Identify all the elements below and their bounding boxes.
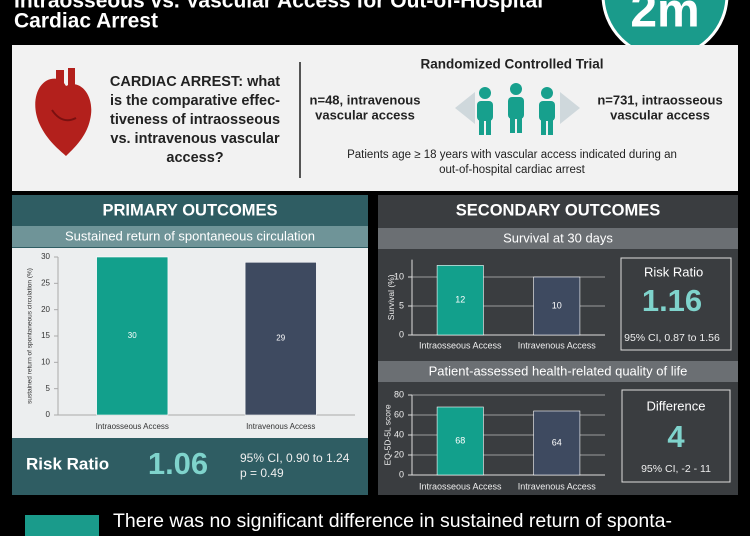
population: Patients age ≥ 18 years with vascular ac…: [347, 149, 677, 161]
y-tick-label: 0: [46, 410, 51, 419]
result-label: Risk Ratio: [644, 264, 703, 279]
y-tick-label: 10: [394, 271, 404, 281]
question: CARDIAC ARREST: what: [110, 74, 280, 90]
question: vs. intravenous vascular: [110, 131, 280, 147]
chart-title: Survival at 30 days: [503, 230, 613, 245]
result-p: p = 0.49: [240, 466, 284, 480]
y-tick-label: 15: [41, 331, 50, 340]
subheader: [378, 361, 738, 382]
result-value: 4: [667, 419, 685, 454]
x-tick-label: Intravenous Access: [518, 481, 597, 491]
subheader: [12, 226, 368, 247]
trial-arm: vascular access: [610, 107, 710, 122]
heart-icon: [35, 68, 92, 156]
y-tick-label: 5: [399, 300, 404, 310]
bar: [96, 256, 169, 416]
result-ci: 95% CI, -2 - 11: [641, 463, 711, 475]
y-tick-label: 5: [46, 384, 51, 393]
trial-arm: vascular access: [315, 107, 415, 122]
trial-arm: n=48, intravenous: [310, 92, 421, 107]
logo-text: 2m: [630, 0, 699, 38]
bar: [436, 265, 484, 336]
result-value: 1.16: [642, 283, 702, 318]
y-tick-label: 25: [41, 278, 50, 287]
value-label: 10: [552, 300, 562, 310]
people-icon: [455, 83, 580, 135]
x-tick-label: Intraosseous Access: [419, 481, 502, 491]
trial-arm: n=731, intraosseous: [597, 92, 722, 107]
conclusion-icon: [25, 515, 99, 536]
result-ci: 95% CI, 0.87 to 1.56: [624, 332, 720, 344]
y-tick-label: 60: [394, 409, 404, 419]
y-axis-label: EQ-5D-5L score: [382, 404, 392, 465]
result-value: 1.06: [148, 446, 208, 481]
question: is the comparative effec-: [110, 93, 280, 109]
y-tick-label: 0: [399, 469, 404, 479]
y-tick-label: 10: [41, 357, 50, 366]
population: out-of-hospital cardiac arrest: [439, 164, 586, 176]
y-axis-label: Survival (%): [386, 274, 396, 320]
question: tiveness of intraosseous: [110, 112, 280, 128]
title: Intraosseous vs. Vascular Access for Out…: [14, 0, 543, 13]
result-label: Difference: [646, 398, 705, 413]
y-tick-label: 30: [41, 252, 50, 261]
x-tick-label: Intravenous Access: [518, 340, 597, 350]
bar: [533, 276, 581, 336]
y-tick-label: 20: [41, 305, 50, 314]
trial-title: Randomized Controlled Trial: [420, 57, 603, 72]
bar: [244, 261, 317, 416]
y-tick-label: 0: [399, 329, 404, 339]
chart-title: Patient-assessed health-related quality …: [429, 363, 688, 378]
result-box: [621, 389, 731, 483]
result-ci: 95% CI, 0.90 to 1.24: [240, 451, 350, 465]
y-axis-label: sustained return of spontaneous circulat…: [27, 268, 34, 404]
x-tick-label: Intraosseous Access: [96, 422, 169, 431]
x-tick-label: Intraosseous Access: [419, 340, 502, 350]
value-label: 30: [128, 331, 137, 340]
y-tick-label: 40: [394, 429, 404, 439]
question: access?: [166, 150, 223, 166]
panel-title: PRIMARY OUTCOMES: [102, 201, 277, 219]
x-tick-label: Intravenous Access: [246, 422, 315, 431]
value-label: 64: [552, 437, 562, 447]
result-label: Risk Ratio: [26, 454, 109, 473]
y-tick-label: 80: [394, 389, 404, 399]
conclusion: There was no significant difference in s…: [113, 510, 672, 532]
bar: [436, 406, 484, 476]
title: Cardiac Arrest: [14, 10, 158, 33]
value-label: 68: [455, 435, 465, 445]
panel-title: SECONDARY OUTCOMES: [456, 201, 660, 219]
y-tick-label: 20: [394, 449, 404, 459]
subheader: [378, 228, 738, 249]
value-label: 29: [276, 334, 285, 343]
bar: [533, 410, 581, 476]
chart-title: Sustained return of spontaneous circulat…: [65, 228, 315, 243]
result-box: [620, 257, 732, 351]
intro-panel: [12, 45, 738, 191]
value-label: 12: [455, 295, 465, 305]
